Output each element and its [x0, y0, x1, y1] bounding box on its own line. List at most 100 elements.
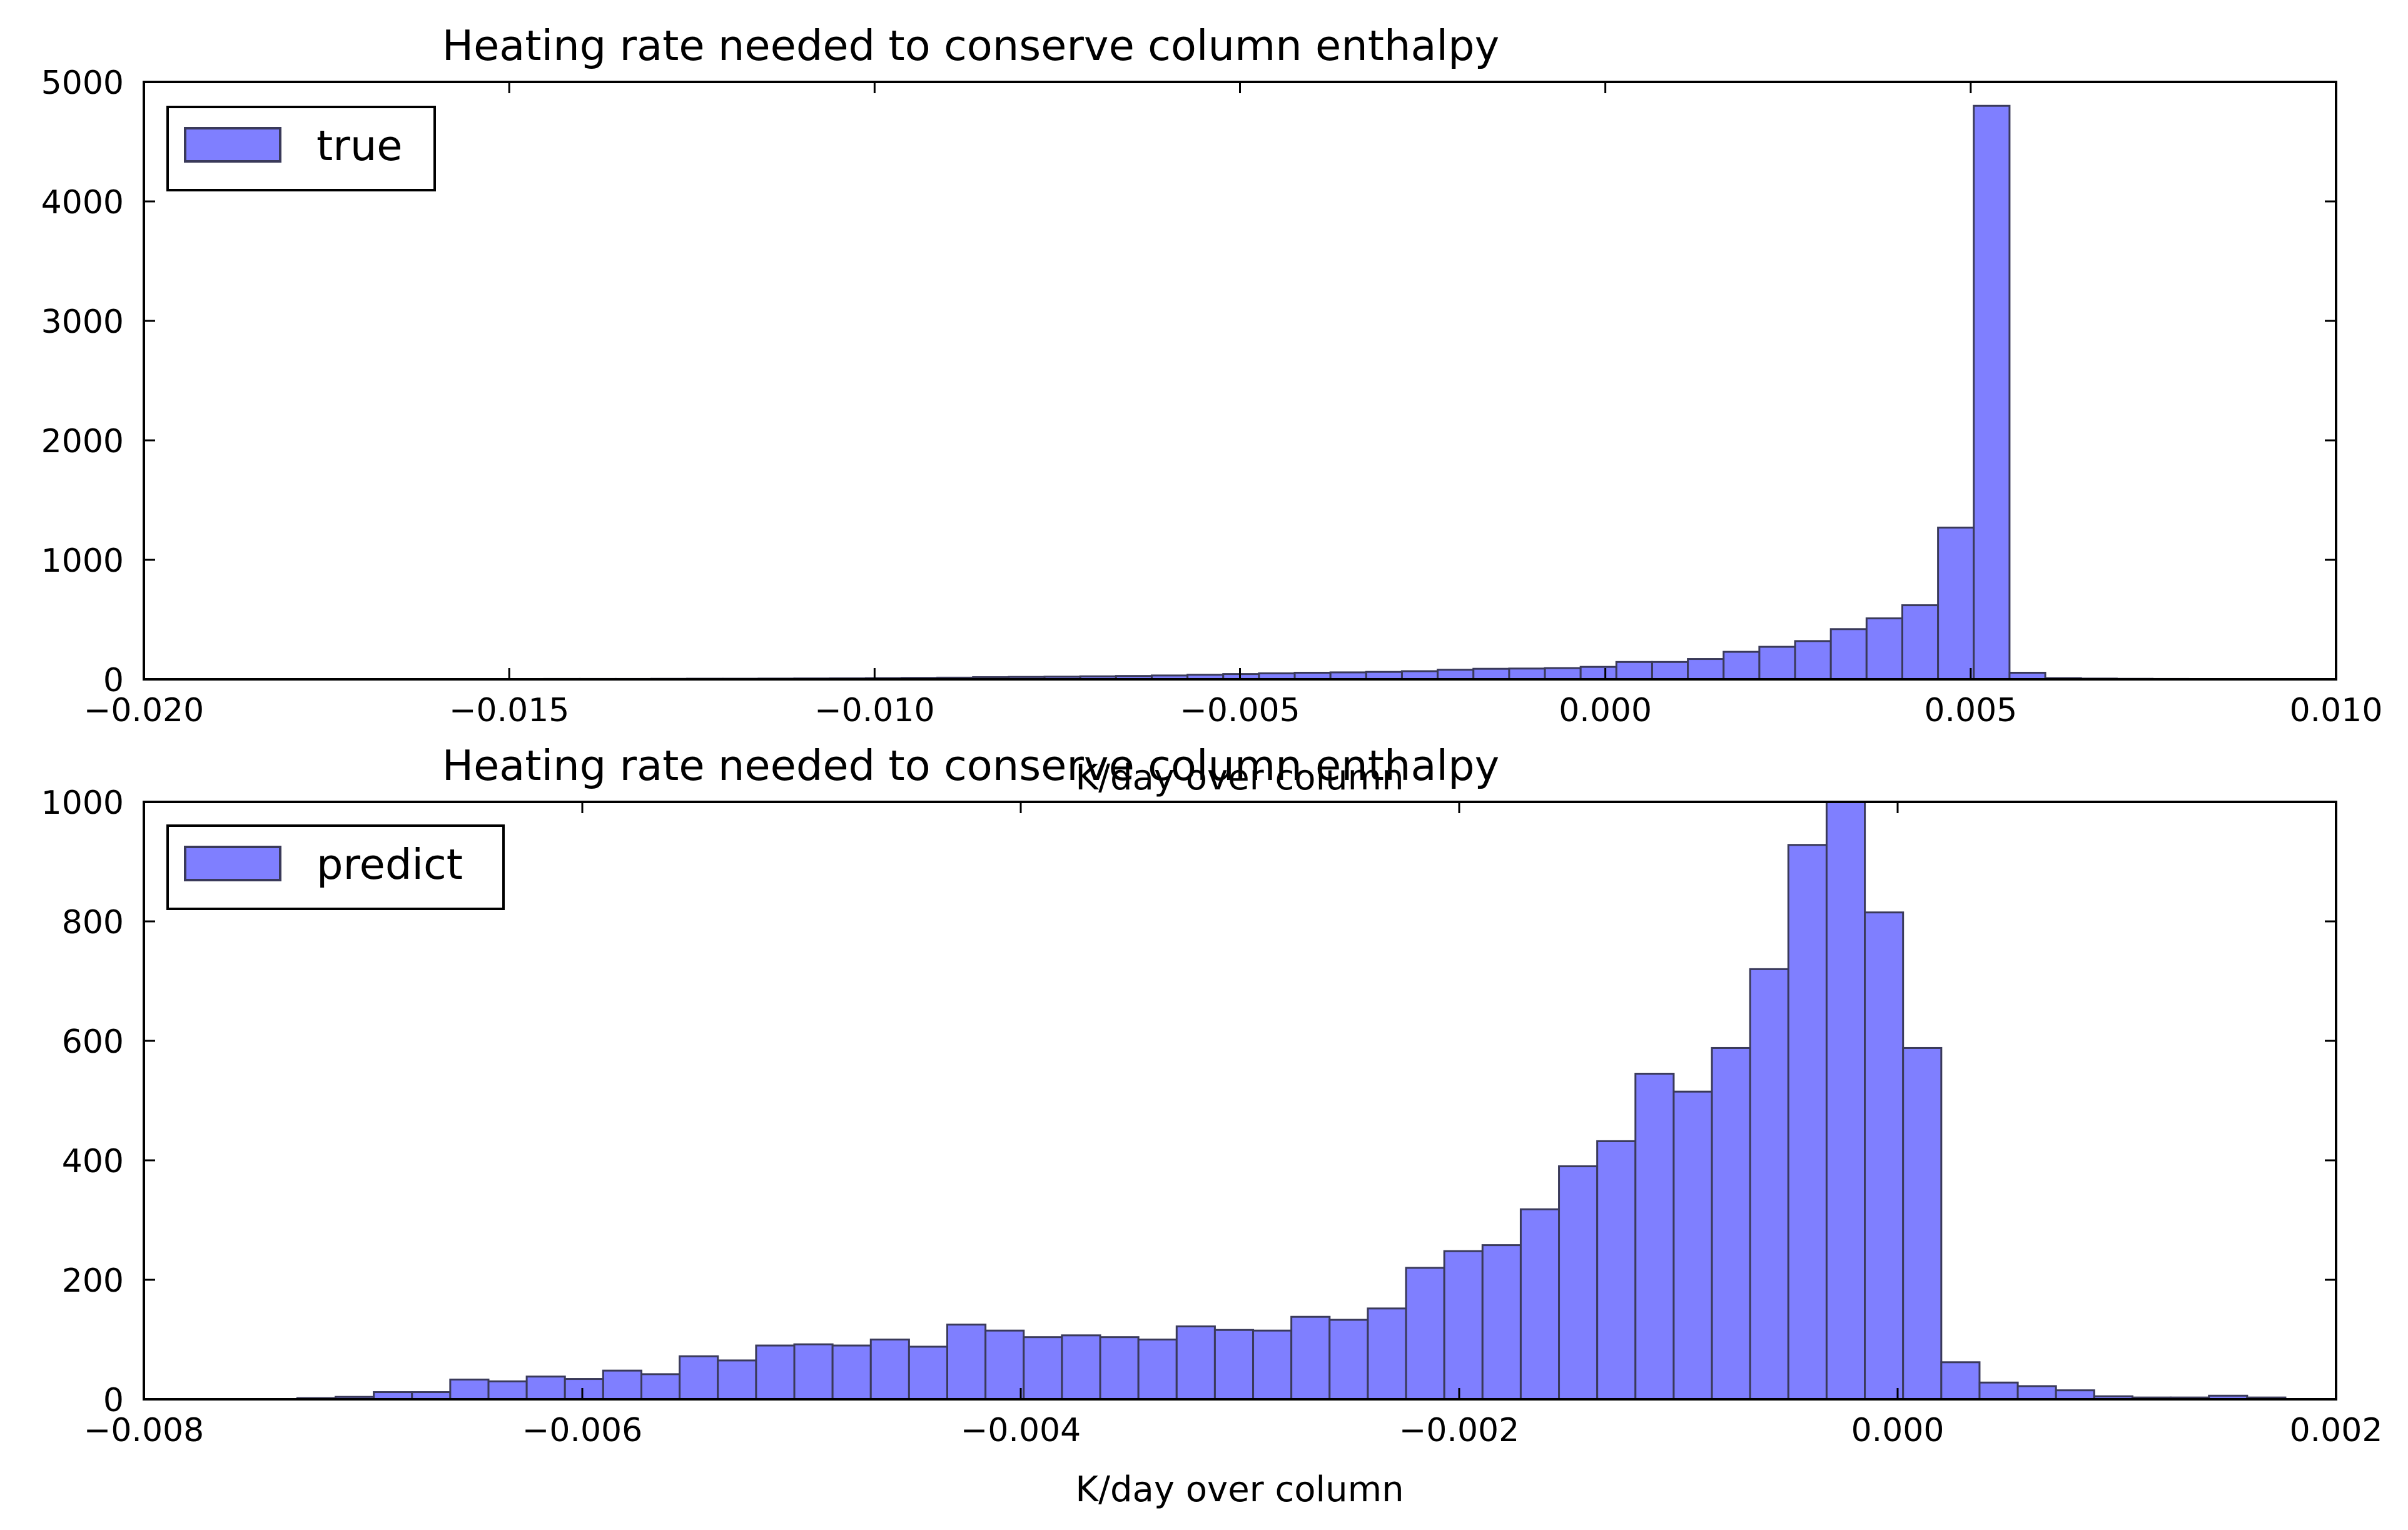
y-tick-label: 4000 — [41, 184, 124, 221]
x-tick-label: 0.010 — [2290, 692, 2383, 729]
legend-swatch — [184, 846, 281, 881]
histogram-bar — [525, 1375, 566, 1401]
histogram-bar — [487, 1380, 528, 1401]
x-tick-label: 0.002 — [2290, 1412, 2383, 1449]
legend-label-true: true — [316, 121, 403, 170]
histogram-bar — [1651, 661, 1689, 681]
x-tick-label: 0.005 — [1924, 692, 2017, 729]
x-tick-label: −0.006 — [522, 1412, 642, 1449]
histogram-bar — [1829, 628, 1868, 681]
histogram-bar — [946, 1324, 987, 1401]
tick-labels: −0.020 −0.015 −0.010 −0.005 0.000 0.005 0.010 0… — [41, 64, 2383, 729]
histogram-bar — [717, 1359, 757, 1401]
histogram-bar — [984, 1329, 1025, 1401]
histogram-bar — [1937, 526, 1975, 681]
histogram-bar — [1290, 1315, 1331, 1401]
y-tick-label: 0 — [103, 1382, 124, 1419]
histogram-bar — [1099, 1336, 1140, 1401]
histogram-bar — [1901, 604, 1940, 681]
histogram-bar — [2055, 1389, 2095, 1401]
histogram-bar — [831, 1344, 872, 1401]
histogram-bar — [1794, 640, 1832, 681]
histogram-bar — [1940, 1361, 1981, 1401]
histogram-bar — [1481, 1244, 1522, 1401]
histogram-bar — [1519, 1208, 1561, 1401]
histogram-bar — [1023, 1336, 1063, 1401]
histogram-bar — [1328, 1319, 1369, 1401]
histogram-bar — [1723, 651, 1761, 681]
x-tick-label: −0.002 — [1399, 1412, 1519, 1449]
histogram-bar — [1544, 667, 1582, 681]
histogram-bar — [2016, 1385, 2057, 1401]
legend: predict — [166, 824, 505, 910]
x-axis-label: K/day over column — [1075, 1469, 1404, 1510]
y-tick-label: 600 — [62, 1023, 124, 1061]
histogram-bar — [755, 1344, 796, 1401]
histogram-bar — [1864, 911, 1905, 1401]
histogram-bar — [1902, 1046, 1943, 1401]
histogram-bar — [1596, 1140, 1637, 1401]
histogram-bar — [1687, 658, 1725, 681]
legend: true — [166, 106, 436, 191]
histogram-bar — [869, 1339, 910, 1401]
histogram-bar — [908, 1345, 949, 1401]
histogram-bar — [679, 1355, 719, 1401]
x-axis-label: K/day over column — [1075, 757, 1404, 798]
histogram-bar — [1175, 1325, 1216, 1401]
histogram-bar — [1825, 801, 1866, 1401]
x-tick-label: −0.004 — [961, 1412, 1081, 1449]
histogram-panel-true: Heating rate needed to conserve column e… — [41, 21, 2383, 798]
plot-frame — [143, 81, 2337, 681]
histogram-bar — [1367, 1307, 1407, 1401]
x-tick-label: −0.010 — [814, 692, 934, 729]
histogram-bar — [1865, 617, 1903, 681]
histogram-bar — [793, 1343, 834, 1401]
x-tick-label: −0.020 — [84, 692, 204, 729]
x-tick-label: −0.005 — [1180, 692, 1300, 729]
histogram-bar — [640, 1373, 681, 1401]
histogram-bar — [1749, 968, 1789, 1401]
legend-swatch — [184, 127, 281, 163]
y-tick-label: 0 — [103, 662, 124, 699]
histogram-panel-predict: Heating rate needed to conserve column e… — [41, 741, 2383, 1510]
histogram-bar — [1672, 1090, 1713, 1401]
y-tick-label: 2000 — [41, 423, 124, 460]
histogram-bar — [1472, 667, 1510, 681]
x-tick-label: −0.008 — [84, 1412, 204, 1449]
histogram-bar — [1405, 1267, 1445, 1401]
x-tick-label: 0.000 — [1559, 692, 1652, 729]
histogram-bar — [1558, 1165, 1599, 1401]
histogram-bar — [1137, 1339, 1178, 1401]
histogram-bar — [1973, 104, 2011, 681]
histogram-bar — [1634, 1073, 1675, 1401]
histogram-bar — [1787, 844, 1828, 1401]
histogram-bar — [1252, 1329, 1293, 1401]
histogram-bar — [1213, 1329, 1255, 1401]
x-tick-label: −0.015 — [449, 692, 569, 729]
x-tick-label: 0.000 — [1851, 1412, 1945, 1449]
y-tick-label: 5000 — [41, 64, 124, 102]
y-tick-label: 1000 — [41, 784, 124, 822]
y-tick-label: 1000 — [41, 542, 124, 580]
tick-labels: −0.008 −0.006 −0.004 −0.002 0.000 0.002 0 200 40… — [41, 784, 2383, 1449]
histogram-bar — [602, 1369, 642, 1401]
plot-frame — [143, 801, 2337, 1401]
y-tick-label: 400 — [62, 1143, 124, 1180]
y-tick-label: 3000 — [41, 303, 124, 341]
legend-label-predict: predict — [316, 840, 463, 889]
bars-group — [296, 801, 2287, 1401]
histogram-bar — [1758, 646, 1796, 681]
histogram-bar — [1061, 1334, 1101, 1401]
histogram-bar — [1978, 1381, 2019, 1401]
y-tick-label: 200 — [62, 1262, 124, 1300]
histogram-bar — [1615, 661, 1653, 681]
chart-title: Heating rate needed to conserve column e… — [442, 741, 1500, 790]
histogram-bar — [1579, 666, 1617, 681]
histogram-bar — [564, 1378, 604, 1401]
histogram-bar — [1508, 667, 1546, 681]
histogram-bar — [1443, 1250, 1484, 1401]
histogram-bar — [449, 1378, 490, 1401]
bars-group — [472, 104, 2261, 681]
chart-title: Heating rate needed to conserve column e… — [442, 21, 1500, 70]
